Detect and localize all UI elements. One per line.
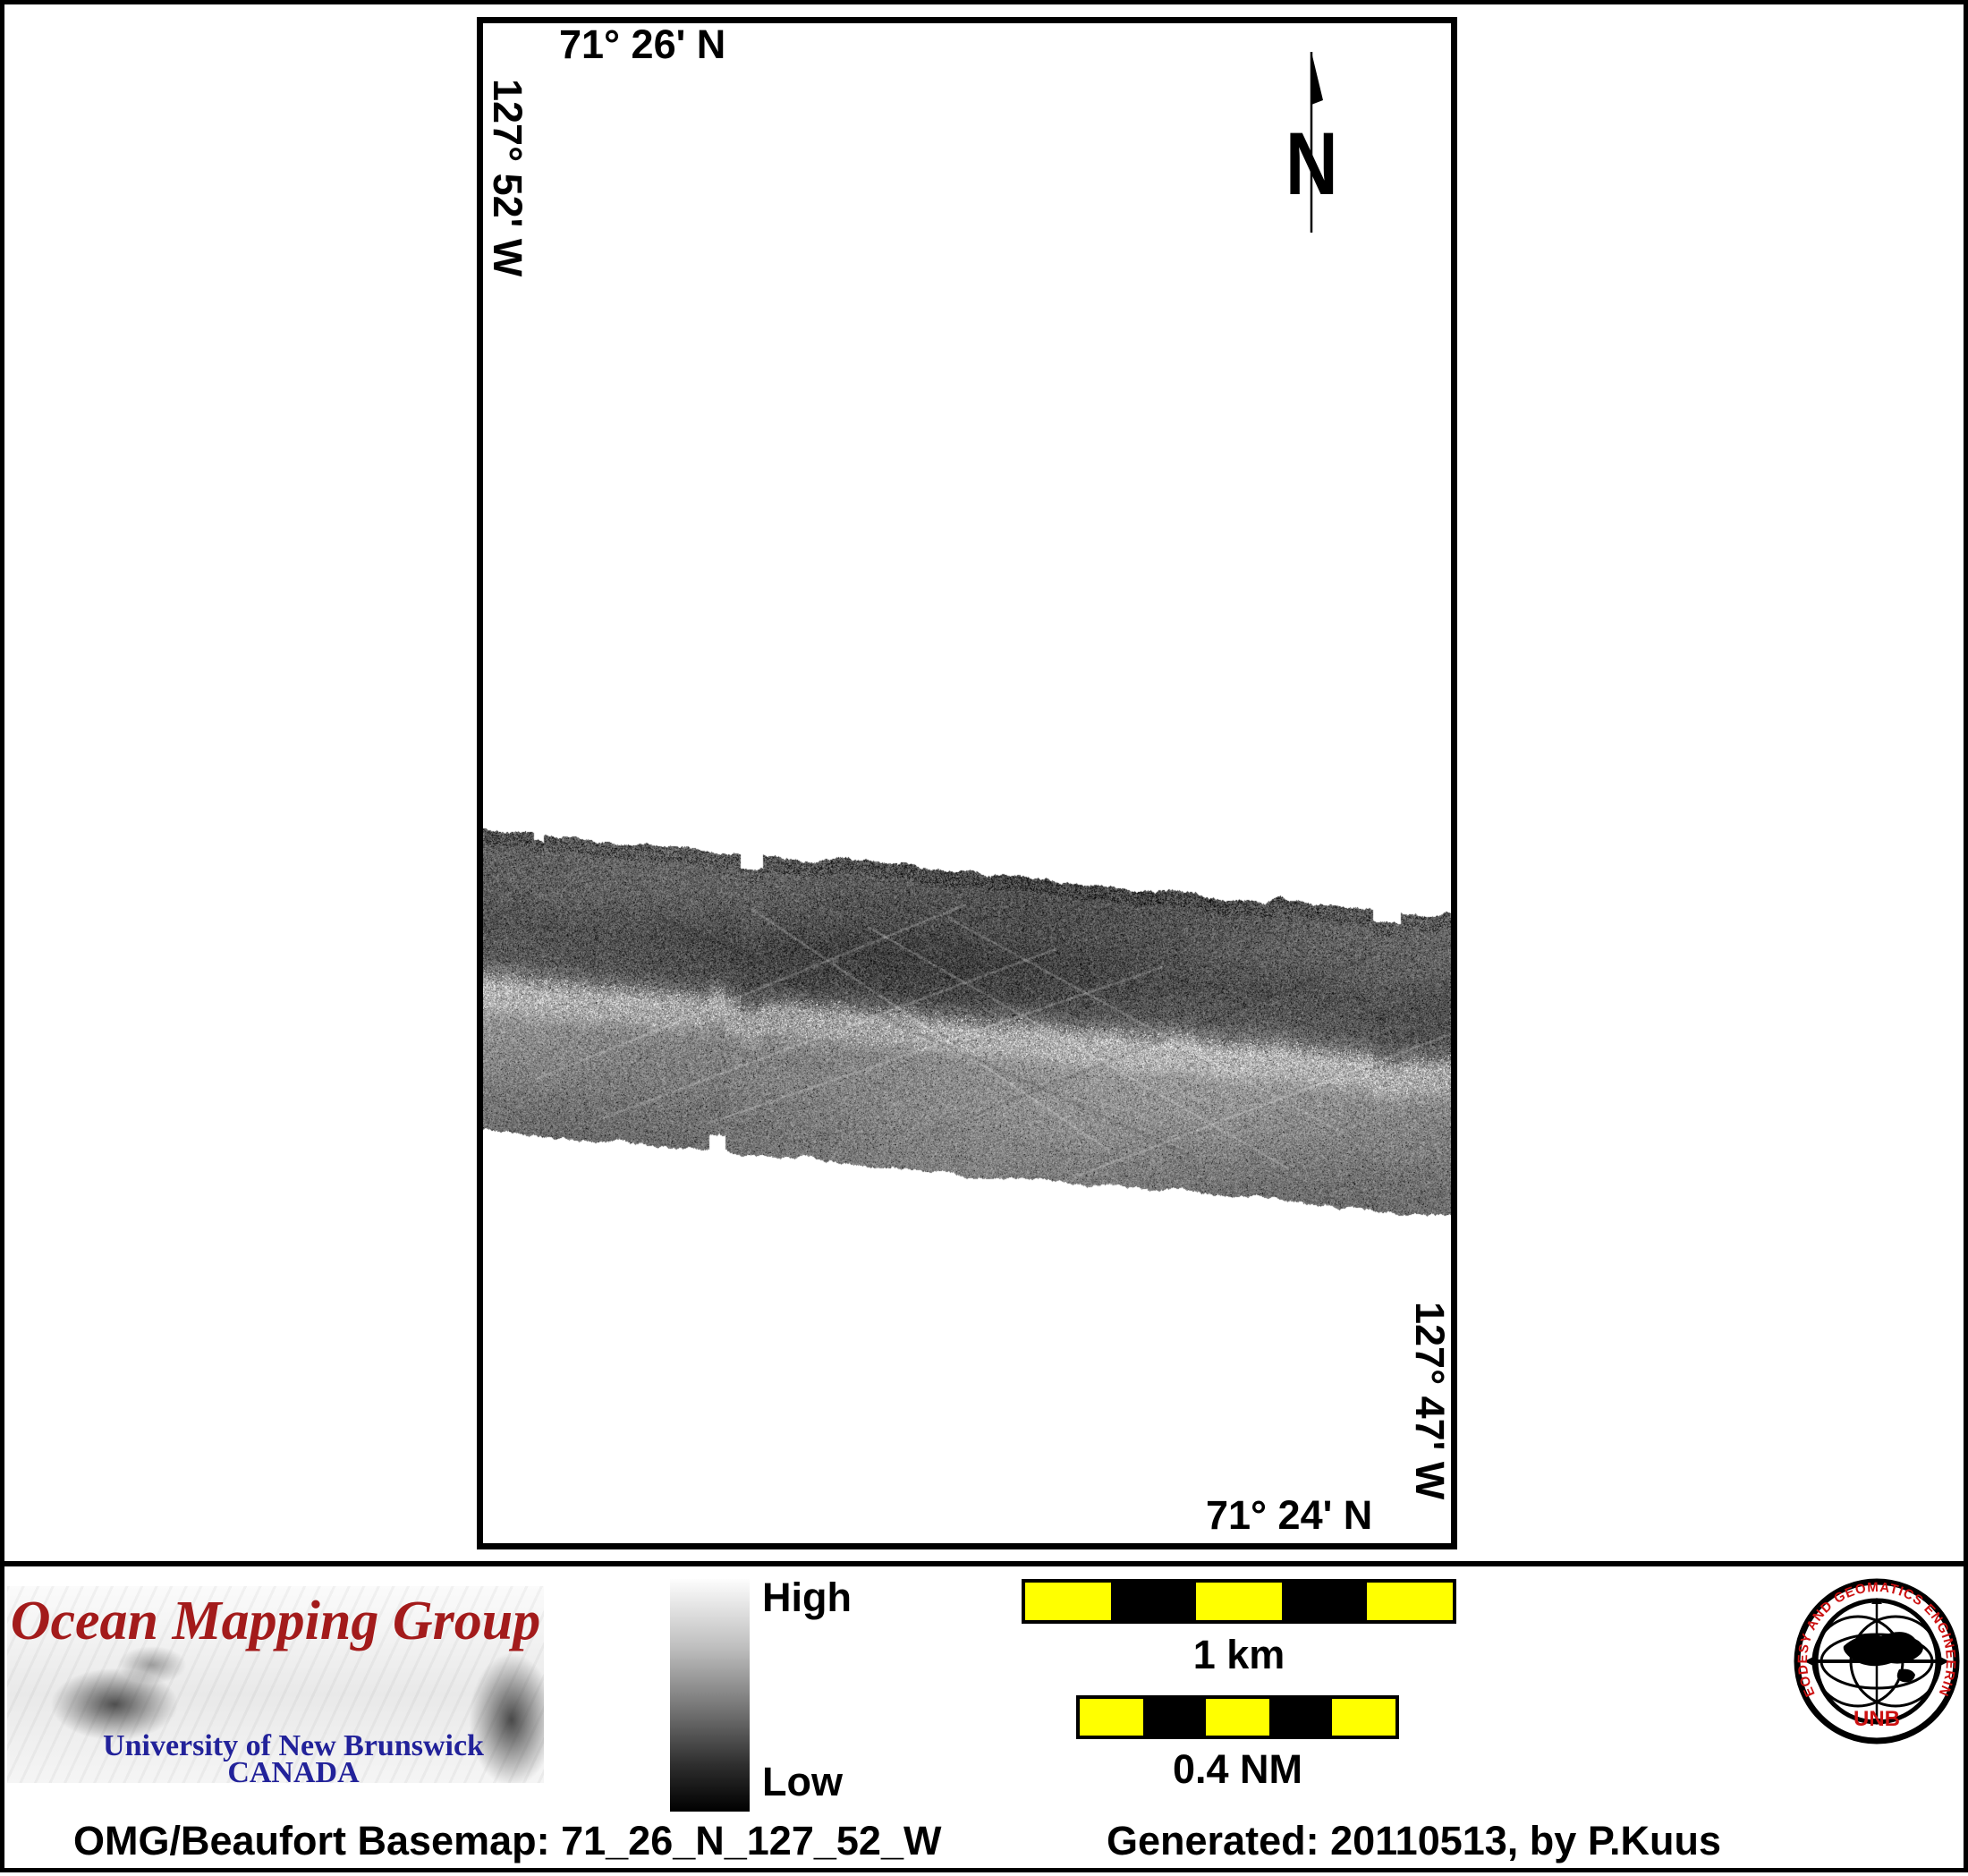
north-letter: N (1285, 114, 1338, 213)
omg-logo: Ocean Mapping Group University of New Br… (7, 1586, 544, 1783)
unb-geodesy-seal: GEODESY AND GEOMATICS ENGINEERING UNB (1792, 1576, 1960, 1744)
omg-logo-title: Ocean Mapping Group (10, 1591, 541, 1651)
scalebar-segment (1080, 1699, 1143, 1736)
caption-row: OMG/Beaufort Basemap: 71_26_N_127_52_W G… (0, 1818, 1968, 1864)
seal-unb-text: UNB (1853, 1707, 1900, 1731)
caption-generated: Generated: 20110513, by P.Kuus (1107, 1818, 1722, 1863)
omg-logo-country: CANADA (227, 1756, 360, 1783)
scalebar-segment (1142, 1699, 1207, 1736)
scalebar-segment (1367, 1583, 1453, 1620)
coordinate-label-right: 127° 47' W (1407, 1302, 1453, 1500)
scalebar-nm-label: 0.4 NM (1172, 1746, 1303, 1792)
scalebar-segment (1281, 1583, 1368, 1620)
scalebar-nm (1076, 1695, 1399, 1739)
scalebar-segment (1268, 1699, 1333, 1736)
omg-logo-institution: University of New Brunswick (103, 1729, 484, 1762)
scalebar-segment (1110, 1583, 1197, 1620)
scalebar-segment (1196, 1583, 1282, 1620)
sonar-swath-image (483, 23, 1451, 1544)
scalebar-segment (1025, 1583, 1111, 1620)
scalebar-km-label: 1 km (1192, 1632, 1285, 1677)
caption-basemap: OMG/Beaufort Basemap: 71_26_N_127_52_W (73, 1818, 942, 1863)
scalebar-km (1022, 1579, 1456, 1624)
north-arrow-icon (1310, 52, 1323, 233)
coordinate-label-left: 127° 52' W (485, 79, 530, 277)
colorbar-low-label: Low (762, 1759, 843, 1804)
scalebar-segment (1332, 1699, 1395, 1736)
footer-divider (4, 1561, 1964, 1566)
colorbar-high-label: High (762, 1575, 852, 1620)
depth-colorbar (670, 1579, 750, 1812)
seal-globe-details (1804, 1598, 1949, 1725)
coordinate-label-top: 71° 26' N (559, 21, 726, 67)
scalebar-segment (1206, 1699, 1269, 1736)
coordinate-label-bottom: 71° 24' N (1206, 1492, 1373, 1538)
